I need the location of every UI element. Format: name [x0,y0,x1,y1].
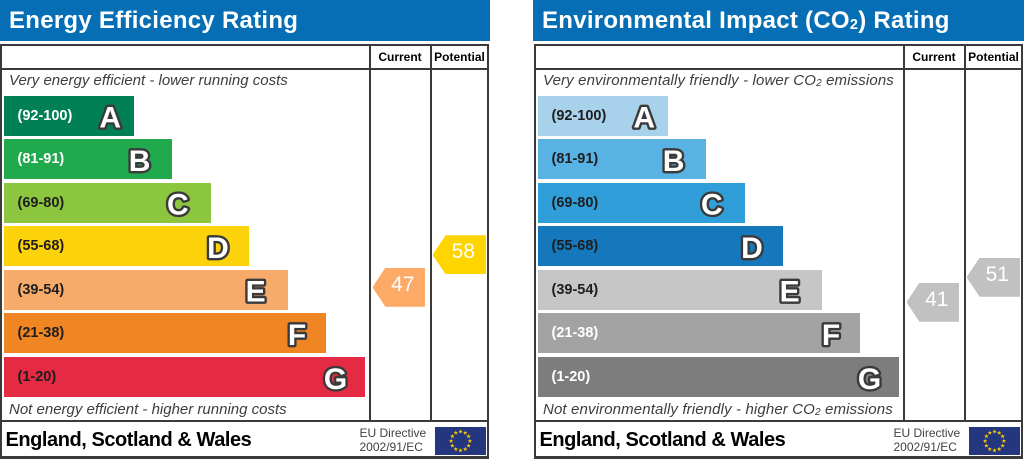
svg-text:E: E [780,276,800,309]
svg-text:F: F [288,319,306,352]
svg-text:A: A [99,102,121,135]
svg-text:B: B [663,145,685,178]
svg-text:E: E [246,276,266,309]
svg-text:D: D [207,232,229,265]
svg-text:G: G [858,363,881,396]
svg-text:C: C [701,189,723,222]
svg-text:D: D [741,232,763,265]
svg-text:F: F [822,319,840,352]
svg-text:G: G [324,363,347,396]
svg-text:B: B [129,145,151,178]
svg-text:A: A [633,102,655,135]
svg-text:C: C [167,189,189,222]
